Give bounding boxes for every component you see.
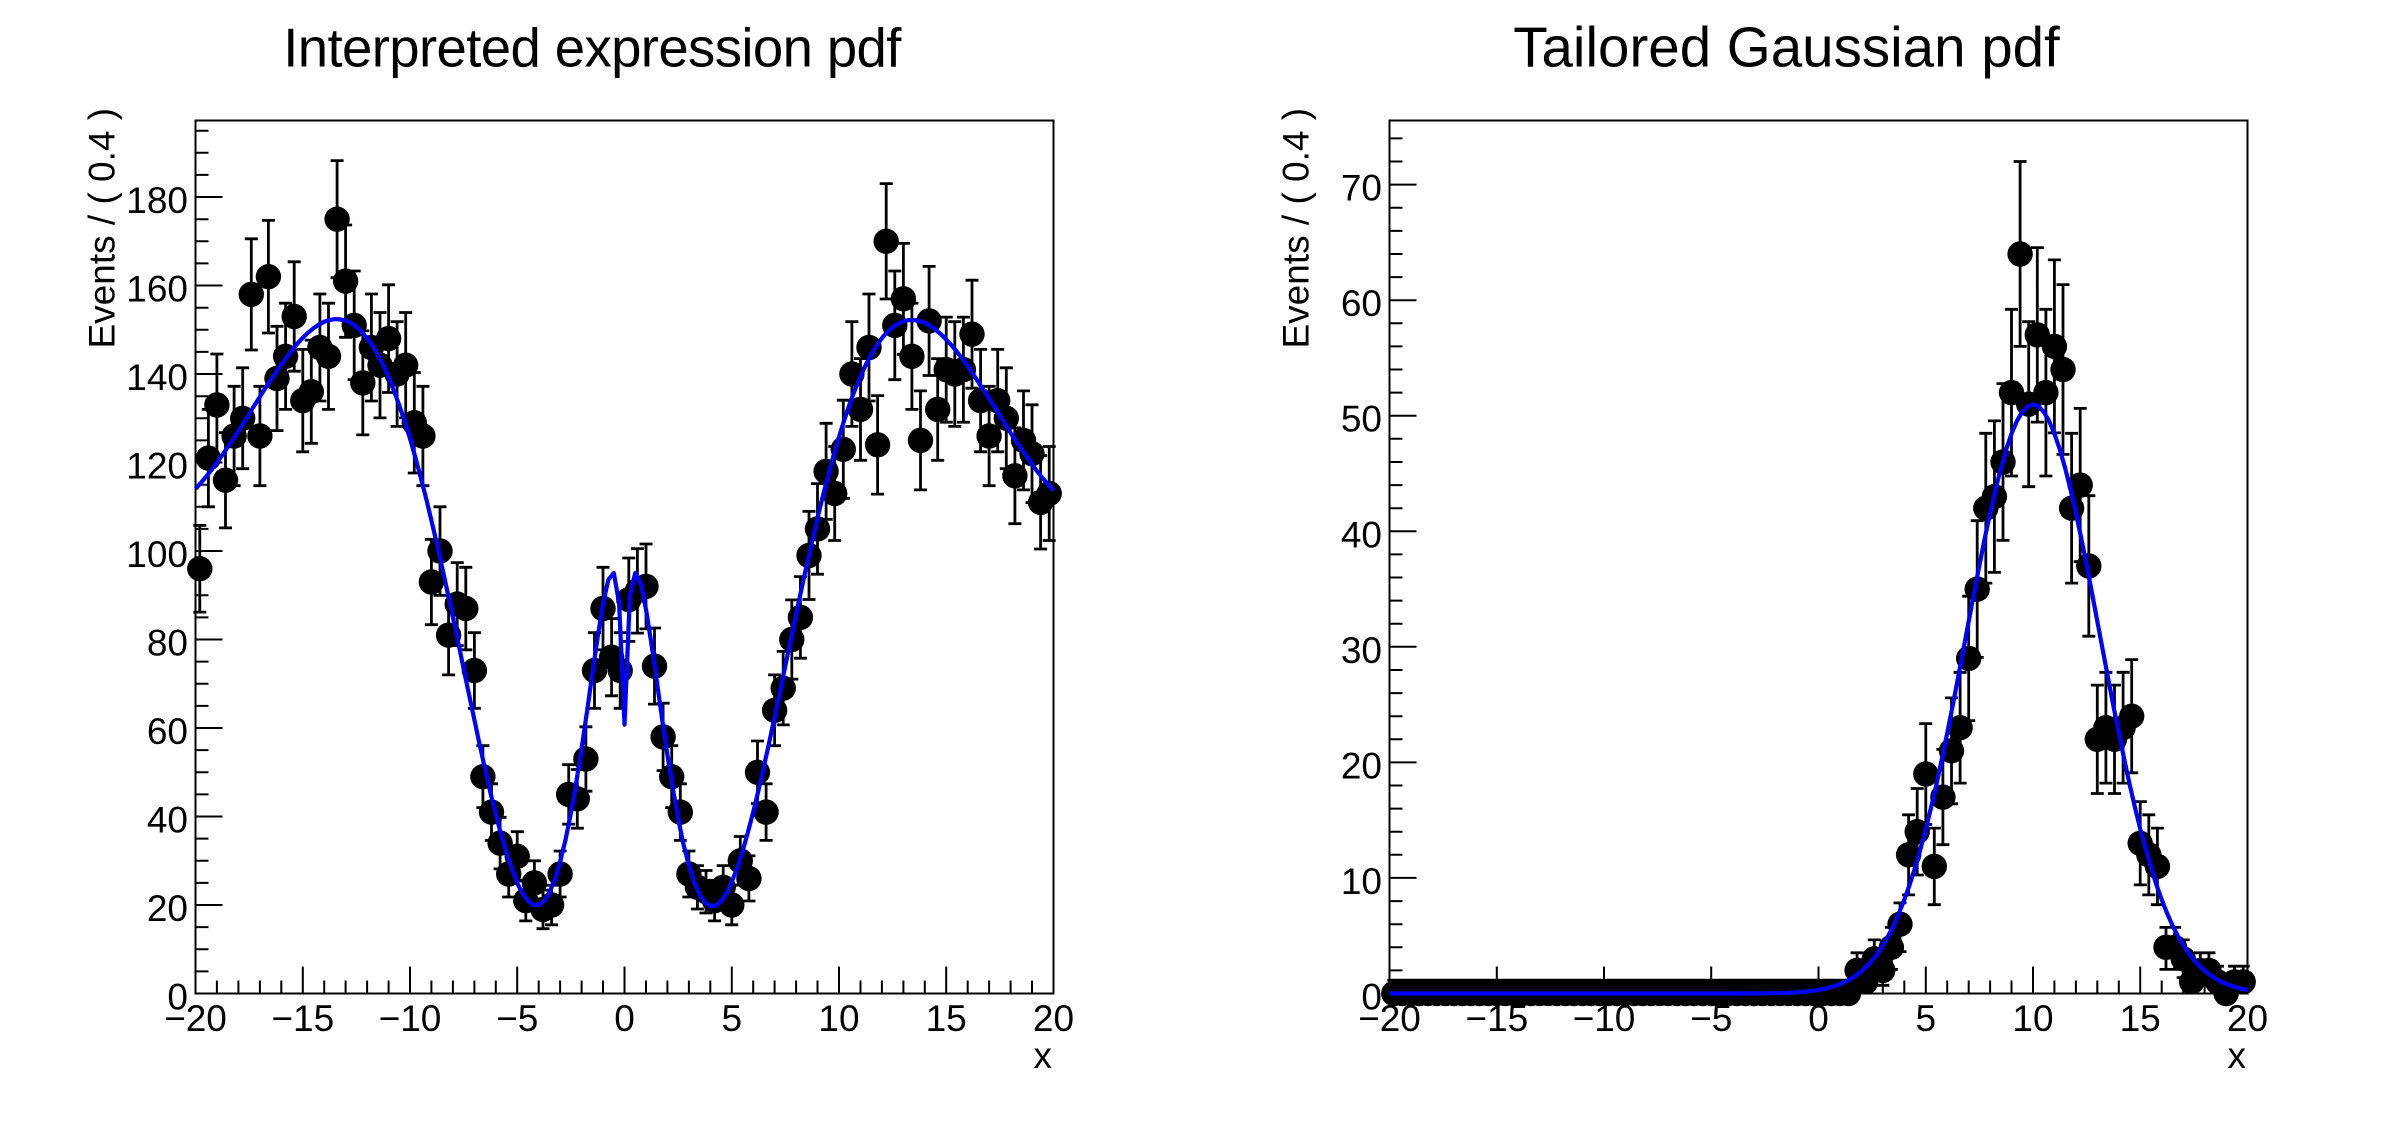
svg-text:Tailored Gaussian pdf: Tailored Gaussian pdf xyxy=(1513,16,2060,79)
svg-text:10: 10 xyxy=(1341,861,1382,902)
svg-text:50: 50 xyxy=(1341,399,1382,440)
svg-text:0: 0 xyxy=(1361,977,1382,1018)
svg-text:−10: −10 xyxy=(379,998,442,1039)
svg-text:5: 5 xyxy=(722,998,743,1039)
svg-text:−20: −20 xyxy=(164,998,227,1039)
svg-text:0: 0 xyxy=(1808,998,1829,1039)
svg-text:100: 100 xyxy=(126,534,188,575)
svg-text:Interpreted expression pdf: Interpreted expression pdf xyxy=(283,18,902,79)
svg-text:60: 60 xyxy=(1341,283,1382,324)
svg-text:x: x xyxy=(1034,1035,1053,1076)
svg-text:−5: −5 xyxy=(496,998,538,1039)
svg-text:15: 15 xyxy=(926,998,967,1039)
svg-text:140: 140 xyxy=(126,357,188,398)
svg-text:10: 10 xyxy=(2012,998,2053,1039)
svg-text:20: 20 xyxy=(1341,745,1382,786)
svg-text:15: 15 xyxy=(2120,998,2161,1039)
svg-text:0: 0 xyxy=(614,998,635,1039)
svg-text:80: 80 xyxy=(147,623,188,664)
svg-text:120: 120 xyxy=(126,446,188,487)
svg-text:5: 5 xyxy=(1916,998,1937,1039)
svg-text:10: 10 xyxy=(818,998,859,1039)
svg-text:180: 180 xyxy=(126,180,188,221)
svg-text:20: 20 xyxy=(2227,998,2268,1039)
svg-text:Events / ( 0.4 ): Events / ( 0.4 ) xyxy=(82,108,123,349)
svg-text:0: 0 xyxy=(167,977,188,1018)
svg-text:70: 70 xyxy=(1341,168,1382,209)
svg-text:Events / ( 0.4 ): Events / ( 0.4 ) xyxy=(1276,108,1317,349)
svg-text:−15: −15 xyxy=(271,998,334,1039)
svg-text:30: 30 xyxy=(1341,630,1382,671)
svg-text:40: 40 xyxy=(1341,514,1382,555)
svg-text:160: 160 xyxy=(126,269,188,310)
svg-text:20: 20 xyxy=(1033,998,1074,1039)
svg-text:60: 60 xyxy=(147,711,188,752)
svg-text:20: 20 xyxy=(147,888,188,929)
svg-text:x: x xyxy=(2228,1035,2247,1076)
svg-text:40: 40 xyxy=(147,800,188,841)
